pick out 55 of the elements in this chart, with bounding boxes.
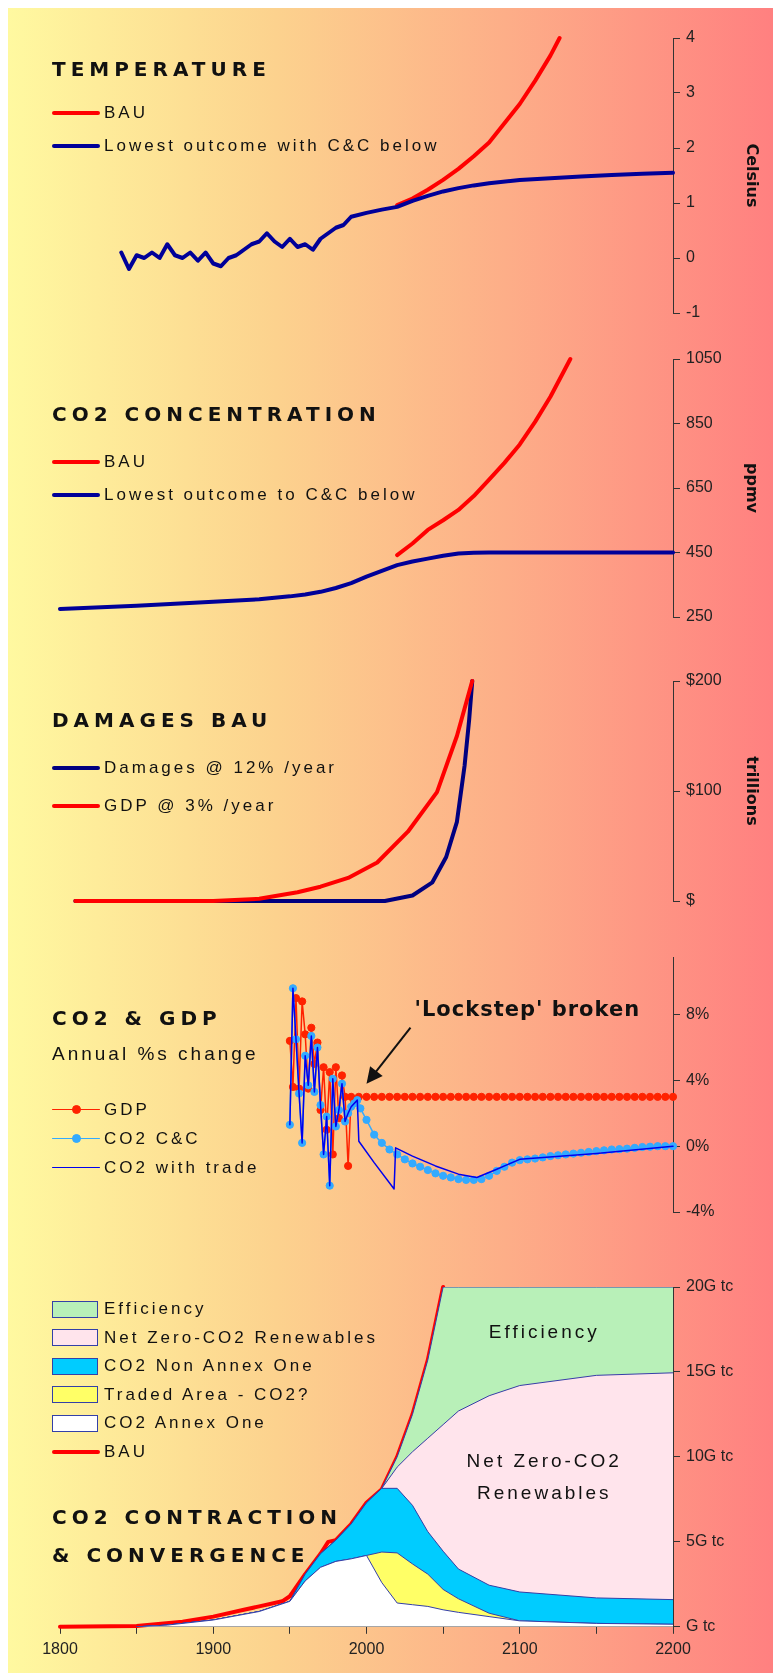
- legend-label: Damages @ 12% /year: [104, 758, 338, 778]
- text: CO2 CONCENTRATION: [52, 401, 382, 428]
- y-tick-label: 450: [686, 542, 713, 560]
- y-tick-label: 850: [686, 413, 713, 431]
- y-tick-label: 0: [686, 248, 695, 266]
- x-tick-label: 2000: [348, 1639, 385, 1657]
- legend-label: CO2 C&C: [104, 1128, 201, 1149]
- y-tick-label: -1: [686, 303, 701, 321]
- text: CO2 & GDP: [52, 1005, 223, 1032]
- legend-label: GDP @ 3% /year: [104, 796, 277, 816]
- y-tick-label: 8%: [686, 1004, 710, 1022]
- text: DAMAGES BAU: [52, 707, 274, 734]
- y-tick-label: $100: [686, 781, 722, 799]
- legend-label: Traded Area - CO2?: [104, 1384, 311, 1405]
- y-tick-label: $: [686, 891, 695, 909]
- y-tick-label: 20G tc: [686, 1277, 734, 1295]
- y-axis-title: ppmv: [743, 462, 763, 514]
- y-tick-label: 1050: [686, 349, 722, 367]
- x-tick-label: 1800: [42, 1639, 78, 1657]
- legend-label: Efficiency: [104, 1299, 207, 1320]
- legend-label: BAU: [104, 102, 148, 123]
- x-tick-label: 2200: [655, 1639, 691, 1657]
- legend-label: BAU: [104, 1441, 148, 1462]
- text: Annual %s change: [52, 1042, 260, 1066]
- legend-label: Net Zero-CO2 Renewables: [104, 1327, 379, 1348]
- y-tick-label: 10G tc: [686, 1447, 734, 1465]
- x-tick-label: 2100: [501, 1639, 538, 1657]
- legend-label: CO2 with trade: [104, 1157, 260, 1178]
- y-tick-label: 4%: [686, 1070, 710, 1088]
- y-tick-label: -4%: [686, 1202, 715, 1220]
- legend-label: Lowest outcome with C&C below: [104, 135, 440, 156]
- legend-label: Lowest outcome to C&C below: [104, 484, 418, 505]
- annotation: 'Lockstep' broken: [414, 996, 641, 1021]
- y-tick-label: 650: [686, 478, 713, 496]
- legend-label: GDP: [104, 1099, 150, 1120]
- y-tick-label: 250: [686, 607, 713, 625]
- legend-label: CO2 Annex One: [104, 1413, 267, 1434]
- legend-label: BAU: [104, 451, 148, 472]
- y-tick-label: 0%: [686, 1136, 710, 1154]
- text: CO2 CONTRACTION & CONVERGENCE: [52, 1504, 343, 1569]
- y-tick-label: 2: [686, 138, 695, 156]
- y-tick-label: G tc: [686, 1617, 716, 1635]
- y-tick-label: 5G tc: [686, 1532, 725, 1550]
- legend-label: CO2 Non Annex One: [104, 1356, 315, 1377]
- x-tick-label: 1900: [195, 1639, 232, 1657]
- y-tick-label: 15G tc: [686, 1362, 734, 1380]
- y-axis-title: trillions: [743, 756, 763, 826]
- y-tick-label: 4: [686, 28, 695, 46]
- y-axis-title: Celsius: [743, 143, 763, 208]
- annotation: Efficiency: [488, 1321, 600, 1343]
- y-tick-label: 3: [686, 83, 695, 101]
- annotation: Net Zero-CO2 Renewables: [466, 1450, 622, 1504]
- y-tick-label: 1: [686, 193, 695, 211]
- y-tick-label: $200: [686, 671, 722, 689]
- text: TEMPERATURE: [52, 56, 272, 83]
